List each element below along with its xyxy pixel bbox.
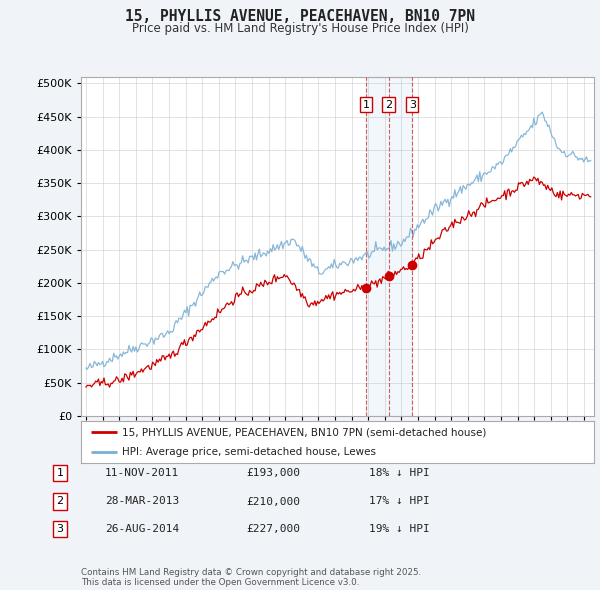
Text: 17% ↓ HPI: 17% ↓ HPI xyxy=(369,497,430,506)
Text: 26-AUG-2014: 26-AUG-2014 xyxy=(105,525,179,534)
Text: Contains HM Land Registry data © Crown copyright and database right 2025.: Contains HM Land Registry data © Crown c… xyxy=(81,568,421,577)
Text: 15, PHYLLIS AVENUE, PEACEHAVEN, BN10 7PN: 15, PHYLLIS AVENUE, PEACEHAVEN, BN10 7PN xyxy=(125,9,475,24)
Text: 15, PHYLLIS AVENUE, PEACEHAVEN, BN10 7PN (semi-detached house): 15, PHYLLIS AVENUE, PEACEHAVEN, BN10 7PN… xyxy=(122,427,487,437)
Text: 3: 3 xyxy=(409,100,416,110)
Text: 11-NOV-2011: 11-NOV-2011 xyxy=(105,468,179,478)
Text: 2: 2 xyxy=(385,100,392,110)
Text: 28-MAR-2013: 28-MAR-2013 xyxy=(105,497,179,506)
Text: 18% ↓ HPI: 18% ↓ HPI xyxy=(369,468,430,478)
Text: 19% ↓ HPI: 19% ↓ HPI xyxy=(369,525,430,534)
Text: £193,000: £193,000 xyxy=(246,468,300,478)
Text: 2: 2 xyxy=(56,497,64,506)
Text: £210,000: £210,000 xyxy=(246,497,300,506)
Text: £227,000: £227,000 xyxy=(246,525,300,534)
Text: This data is licensed under the Open Government Licence v3.0.: This data is licensed under the Open Gov… xyxy=(81,578,359,587)
Text: 3: 3 xyxy=(56,525,64,534)
Text: HPI: Average price, semi-detached house, Lewes: HPI: Average price, semi-detached house,… xyxy=(122,447,376,457)
Text: 1: 1 xyxy=(56,468,64,478)
Bar xyxy=(366,77,412,416)
Text: Price paid vs. HM Land Registry's House Price Index (HPI): Price paid vs. HM Land Registry's House … xyxy=(131,22,469,35)
Text: 1: 1 xyxy=(362,100,370,110)
